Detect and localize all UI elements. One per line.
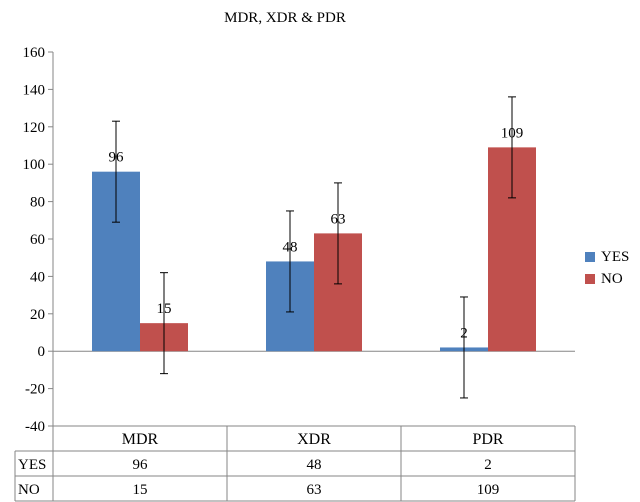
y-tick-label: 120: [23, 120, 46, 136]
x-tick-label: PDR: [472, 431, 503, 448]
legend-item-no: NO: [585, 268, 629, 290]
legend-label-no: NO: [601, 270, 623, 287]
table-cell: 96: [133, 457, 149, 473]
table-cell: 48: [307, 457, 322, 473]
y-tick-label: 140: [23, 82, 46, 98]
data-label: 15: [157, 301, 172, 317]
legend-item-yes: YES: [585, 246, 629, 268]
legend: YES NO: [585, 246, 629, 290]
table-cell: 15: [133, 482, 148, 498]
y-tick-label: 0: [38, 344, 46, 360]
table-row-label: YES: [18, 457, 46, 473]
legend-swatch-yes: [585, 252, 595, 262]
data-label: 2: [460, 325, 468, 341]
data-label: 109: [501, 125, 524, 141]
y-tick-label: 160: [23, 45, 46, 61]
y-tick-label: -40: [25, 419, 45, 435]
table-row-label: NO: [18, 482, 40, 498]
legend-swatch-no: [585, 274, 595, 284]
x-tick-label: MDR: [122, 431, 159, 448]
data-label: 96: [109, 150, 125, 166]
table-cell: 2: [484, 457, 492, 473]
y-tick-label: 40: [30, 269, 45, 285]
data-label: 63: [331, 211, 346, 227]
y-tick-label: 100: [23, 157, 46, 173]
table-cell: 109: [477, 482, 500, 498]
y-tick-label: 80: [30, 195, 45, 211]
table-cell: 63: [307, 482, 322, 498]
x-tick-label: XDR: [297, 431, 331, 448]
y-tick-label: 60: [30, 232, 45, 248]
y-tick-label: 20: [30, 307, 45, 323]
data-label: 48: [283, 239, 298, 255]
chart-title: MDR, XDR & PDR: [224, 10, 346, 26]
y-tick-label: -20: [25, 382, 45, 398]
legend-label-yes: YES: [601, 248, 630, 265]
